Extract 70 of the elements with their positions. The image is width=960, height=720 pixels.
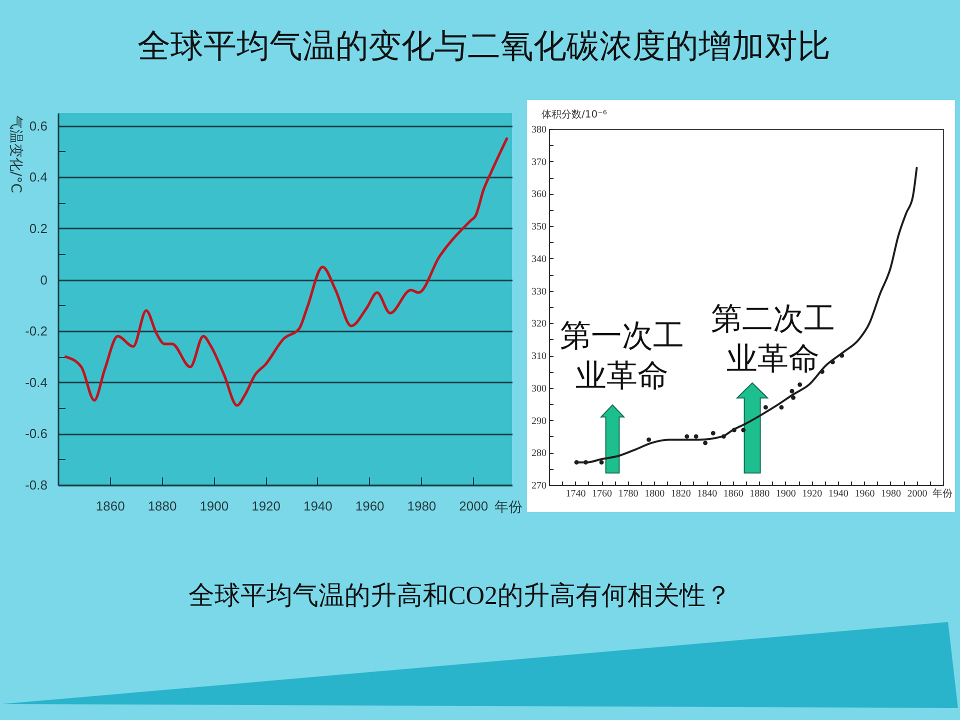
y-tick-label: -0.6 [25,426,48,442]
x-axis-title: 年份 [494,500,522,516]
point [732,428,736,432]
x-tick-label: 1880 [750,488,770,500]
annotation: 第一次工业革命 [560,318,684,394]
y-tick-label: 290 [532,416,546,427]
y-tick-label: -0.8 [25,478,48,492]
y-tick-label: 0 [40,272,48,288]
x-tick-label: 1840 [697,488,718,500]
y-tick-label: 320 [532,318,546,330]
point [779,405,784,410]
point [820,369,824,374]
point [646,437,652,442]
y-tick-label: 310 [532,351,546,362]
y-tick-label: 280 [532,448,546,460]
point [830,360,835,364]
x-tick-label: 1960 [854,488,875,500]
x-tick-label: 1880 [148,498,177,514]
x-axis-title: 年份 [932,488,952,500]
x-tick-label: 2000 [907,488,928,500]
x-tick-label: 1860 [723,488,744,500]
y-tick-label: 270 [532,480,546,492]
x-tick-label: 2000 [459,498,488,514]
x-tick-label: 1980 [880,488,901,500]
point [721,434,726,439]
y-axis-title: 气温变化/°C [8,116,24,194]
x-tick-label: 1940 [303,498,332,514]
y-tick-label: 330 [532,286,546,298]
point [791,395,796,400]
y-tick-label: -0.4 [25,374,48,390]
y-axis-title: 体积分数/10⁻⁶ [542,108,607,120]
x-tick-label: 1780 [618,488,638,500]
y-tick-label: 0.2 [29,220,48,236]
x-tick-label: 1740 [566,488,586,500]
x-tick-label: 1820 [670,488,691,500]
x-tick-label: 1900 [200,498,229,514]
y-tick-label: -0.2 [25,324,48,339]
y-tick-label: 300 [532,383,546,394]
point [574,460,579,465]
x-tick-label: 1800 [644,488,665,500]
x-tick-label: 1860 [96,498,125,514]
y-tick-label: 0.4 [29,170,48,185]
y-tick-label: 0.6 [29,118,48,134]
x-tick-label: 1920 [802,488,822,500]
point [684,434,690,439]
y-tick-label: 360 [532,189,546,200]
point [710,430,716,436]
x-tick-label: 1960 [355,498,384,514]
point [694,434,698,439]
text: 全球平均气温的升高和CO2的升高有何相关性？ [187,580,733,612]
point [840,353,844,358]
y-tick-label: 340 [532,254,546,265]
y-tick-label: 380 [532,124,546,136]
point [703,440,708,446]
annotation: 第二次工业革命 [711,301,835,377]
point [790,388,794,394]
text: 全球平均气温的变化与二氧化碳浓度的增加对比 [136,28,832,67]
line-series [64,137,508,407]
x-tick-label: 1760 [592,488,612,500]
y-tick-label: 350 [532,222,546,233]
x-tick-label: 1940 [828,488,848,500]
point [763,405,768,410]
point [599,460,604,465]
point [741,428,746,432]
point [584,460,588,465]
x-tick-label: 1920 [252,498,281,514]
point [798,382,802,387]
x-tick-label: 1900 [776,488,796,500]
x-tick-label: 1980 [407,498,436,514]
y-tick-label: 370 [532,156,546,168]
